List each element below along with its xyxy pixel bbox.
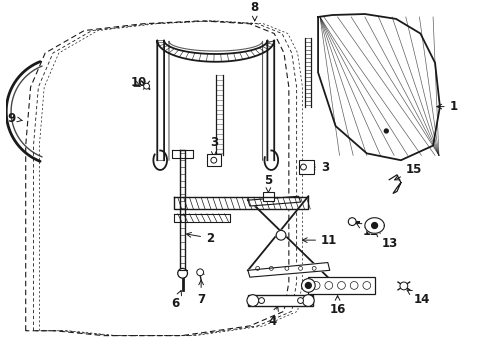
Polygon shape bbox=[247, 196, 300, 206]
Circle shape bbox=[399, 282, 407, 290]
Polygon shape bbox=[317, 14, 439, 160]
Circle shape bbox=[347, 218, 355, 225]
Text: 2: 2 bbox=[186, 232, 214, 245]
Circle shape bbox=[177, 269, 187, 278]
Circle shape bbox=[324, 282, 332, 289]
Polygon shape bbox=[179, 150, 184, 272]
Circle shape bbox=[384, 129, 387, 133]
Circle shape bbox=[362, 282, 370, 289]
Circle shape bbox=[276, 230, 285, 240]
Circle shape bbox=[305, 283, 311, 288]
Circle shape bbox=[196, 269, 203, 276]
Circle shape bbox=[143, 83, 149, 89]
Circle shape bbox=[302, 295, 314, 306]
Circle shape bbox=[337, 282, 345, 289]
Polygon shape bbox=[206, 154, 220, 166]
Circle shape bbox=[258, 298, 264, 303]
Text: 11: 11 bbox=[302, 234, 337, 247]
Text: 3: 3 bbox=[209, 136, 218, 156]
Circle shape bbox=[297, 298, 303, 303]
Polygon shape bbox=[174, 214, 230, 222]
Circle shape bbox=[300, 164, 306, 170]
Text: 13: 13 bbox=[375, 232, 397, 249]
Polygon shape bbox=[298, 160, 314, 174]
Polygon shape bbox=[262, 192, 274, 201]
Text: 4: 4 bbox=[267, 306, 278, 328]
Text: 12: 12 bbox=[356, 224, 378, 238]
Text: 5: 5 bbox=[264, 174, 272, 193]
Text: 15: 15 bbox=[394, 163, 421, 180]
Circle shape bbox=[312, 282, 319, 289]
Polygon shape bbox=[364, 218, 384, 233]
Circle shape bbox=[349, 282, 357, 289]
Circle shape bbox=[371, 222, 377, 229]
Text: 6: 6 bbox=[171, 291, 181, 310]
Circle shape bbox=[210, 157, 216, 163]
Text: 10: 10 bbox=[131, 76, 147, 89]
Polygon shape bbox=[247, 295, 313, 306]
Text: 8: 8 bbox=[250, 1, 258, 21]
Circle shape bbox=[246, 295, 258, 306]
Text: 14: 14 bbox=[406, 290, 429, 306]
Text: 16: 16 bbox=[329, 296, 345, 316]
Circle shape bbox=[301, 279, 314, 292]
Text: 7: 7 bbox=[197, 280, 205, 306]
Text: 9: 9 bbox=[8, 112, 22, 125]
Polygon shape bbox=[174, 197, 308, 209]
Polygon shape bbox=[247, 262, 329, 277]
Text: 3: 3 bbox=[309, 161, 328, 174]
Text: 1: 1 bbox=[436, 100, 457, 113]
Polygon shape bbox=[308, 277, 374, 294]
